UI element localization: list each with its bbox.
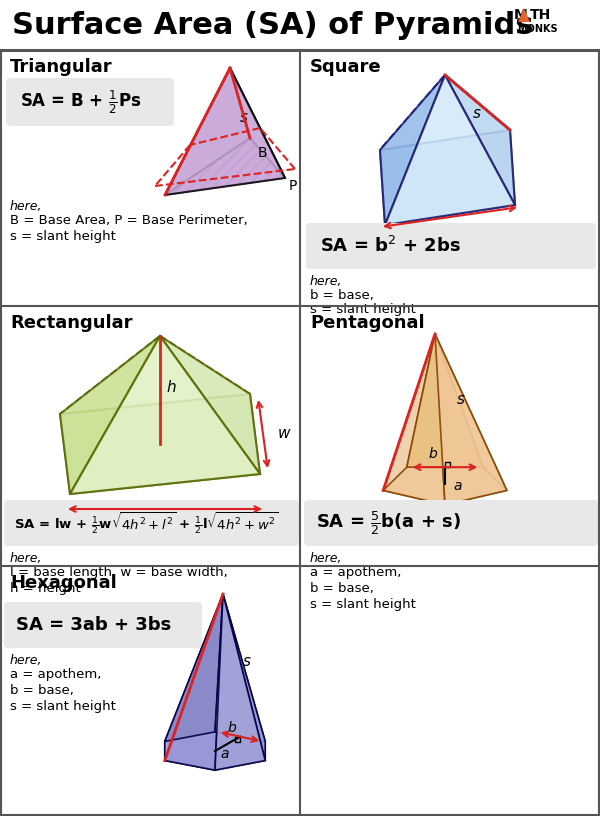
Polygon shape — [383, 334, 445, 505]
FancyBboxPatch shape — [306, 223, 596, 269]
Text: b: b — [228, 721, 236, 735]
Polygon shape — [223, 594, 265, 761]
Text: here,: here, — [10, 200, 43, 213]
Text: Surface Area (SA) of Pyramids: Surface Area (SA) of Pyramids — [12, 11, 533, 39]
FancyBboxPatch shape — [304, 500, 598, 546]
Text: b = base,: b = base, — [10, 684, 74, 697]
Text: s = slant height: s = slant height — [310, 303, 416, 316]
Text: Rectangular: Rectangular — [10, 314, 133, 332]
Text: b = base,: b = base, — [310, 289, 374, 302]
Text: Triangular: Triangular — [10, 58, 113, 76]
Polygon shape — [165, 594, 223, 761]
Text: h = height: h = height — [10, 582, 81, 595]
Text: s: s — [243, 654, 251, 669]
Polygon shape — [383, 334, 435, 490]
Text: l = base length, w = base width,: l = base length, w = base width, — [10, 566, 228, 579]
Polygon shape — [407, 334, 483, 468]
Text: s: s — [457, 392, 465, 406]
Text: a = apothem,: a = apothem, — [310, 566, 401, 579]
Text: s: s — [240, 110, 248, 126]
FancyBboxPatch shape — [4, 500, 299, 546]
Text: s = slant height: s = slant height — [310, 598, 416, 611]
Text: P: P — [289, 179, 298, 193]
Text: SA = b$^2$ + 2bs: SA = b$^2$ + 2bs — [320, 236, 461, 256]
Text: SA = B + $\frac{1}{2}$Ps: SA = B + $\frac{1}{2}$Ps — [20, 88, 142, 116]
Text: b: b — [428, 447, 437, 461]
Polygon shape — [160, 336, 260, 474]
Text: here,: here, — [310, 552, 343, 565]
Text: SA = lw + $\frac{1}{2}$w$\sqrt{4h^2+l^2}$ + $\frac{1}{2}$l$\sqrt{4h^2+w^2}$: SA = lw + $\frac{1}{2}$w$\sqrt{4h^2+l^2}… — [14, 510, 278, 536]
Polygon shape — [70, 336, 260, 494]
Polygon shape — [518, 8, 530, 22]
Text: l: l — [163, 517, 167, 531]
Bar — [445, 462, 450, 468]
Polygon shape — [165, 68, 285, 195]
Text: here,: here, — [10, 552, 43, 565]
Text: M: M — [514, 8, 528, 22]
Text: SA = $\frac{5}{2}$b(a + s): SA = $\frac{5}{2}$b(a + s) — [316, 509, 461, 537]
Text: Hexagonal: Hexagonal — [10, 574, 117, 592]
Text: s = slant height: s = slant height — [10, 700, 116, 713]
Text: B: B — [258, 146, 268, 160]
Bar — [235, 737, 240, 742]
Text: a: a — [220, 747, 229, 761]
Text: a: a — [453, 479, 461, 493]
Text: MONKS: MONKS — [517, 24, 557, 34]
Text: s = slant height: s = slant height — [10, 230, 116, 243]
Text: Square: Square — [310, 58, 382, 76]
Polygon shape — [385, 75, 515, 225]
Text: TH: TH — [530, 8, 551, 22]
Polygon shape — [380, 130, 515, 225]
Text: s: s — [473, 105, 481, 121]
Polygon shape — [165, 138, 285, 195]
Polygon shape — [215, 594, 265, 770]
Polygon shape — [165, 594, 223, 742]
Text: h: h — [166, 380, 176, 396]
Polygon shape — [60, 336, 160, 494]
FancyBboxPatch shape — [6, 78, 174, 126]
Text: b = base,: b = base, — [310, 582, 374, 595]
Text: SA = 3ab + 3bs: SA = 3ab + 3bs — [16, 616, 171, 634]
Polygon shape — [383, 468, 507, 505]
Polygon shape — [435, 334, 507, 505]
Text: here,: here, — [310, 275, 343, 288]
Polygon shape — [215, 594, 265, 742]
Text: Pentagonal: Pentagonal — [310, 314, 425, 332]
Polygon shape — [165, 594, 223, 770]
Text: B = Base Area, P = Base Perimeter,: B = Base Area, P = Base Perimeter, — [10, 214, 248, 227]
Polygon shape — [165, 68, 250, 195]
Polygon shape — [165, 732, 265, 770]
Polygon shape — [435, 334, 507, 490]
Polygon shape — [60, 394, 260, 494]
Text: w: w — [278, 427, 290, 441]
Polygon shape — [445, 75, 515, 205]
FancyBboxPatch shape — [4, 602, 202, 648]
Text: here,: here, — [10, 654, 43, 667]
Text: a = apothem,: a = apothem, — [10, 668, 101, 681]
Text: b: b — [445, 236, 455, 251]
Polygon shape — [380, 75, 445, 225]
Polygon shape — [230, 68, 285, 178]
